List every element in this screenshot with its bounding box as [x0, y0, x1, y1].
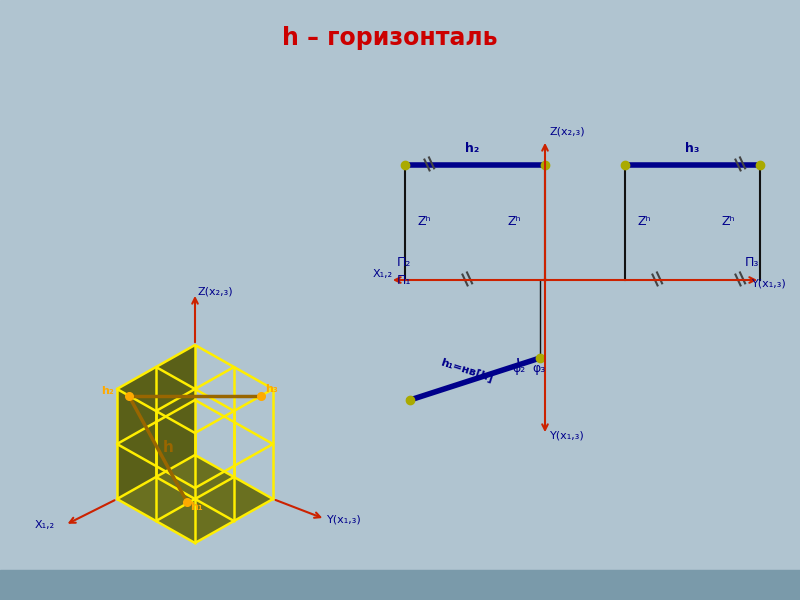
Text: Y(x₁,₃): Y(x₁,₃) — [550, 430, 585, 440]
Text: h₃: h₃ — [266, 383, 278, 394]
Text: Zʰ: Zʰ — [722, 215, 736, 228]
Text: Z(x₂,₃): Z(x₂,₃) — [550, 127, 586, 137]
Polygon shape — [117, 345, 195, 499]
Text: h₂: h₂ — [101, 386, 114, 395]
Text: П₃: П₃ — [745, 256, 759, 269]
Text: h: h — [163, 440, 174, 455]
Text: П₁: П₁ — [397, 274, 411, 287]
Text: h₂: h₂ — [465, 142, 479, 155]
Text: X₁,₂: X₁,₂ — [373, 269, 393, 279]
Text: Zʰ: Zʰ — [507, 215, 521, 228]
Text: φ₃: φ₃ — [532, 362, 546, 375]
Text: h₁: h₁ — [190, 502, 203, 512]
Text: Y(x₁,₃): Y(x₁,₃) — [752, 278, 786, 288]
Text: Z(x₂,₃): Z(x₂,₃) — [198, 287, 234, 297]
Bar — [0, 570, 800, 600]
Text: φ₂: φ₂ — [512, 362, 526, 375]
Text: Zʰ: Zʰ — [417, 215, 430, 228]
Text: h₃: h₃ — [685, 142, 699, 155]
Polygon shape — [117, 389, 195, 543]
Text: П₂: П₂ — [397, 256, 411, 269]
Text: Zʰ: Zʰ — [637, 215, 650, 228]
Text: X₁,₂: X₁,₂ — [35, 520, 55, 530]
Polygon shape — [117, 455, 273, 543]
Text: Y(x₁,₃): Y(x₁,₃) — [327, 515, 362, 525]
Text: h – горизонталь: h – горизонталь — [282, 26, 498, 50]
Text: h₁=нв[h]: h₁=нв[h] — [439, 358, 494, 384]
